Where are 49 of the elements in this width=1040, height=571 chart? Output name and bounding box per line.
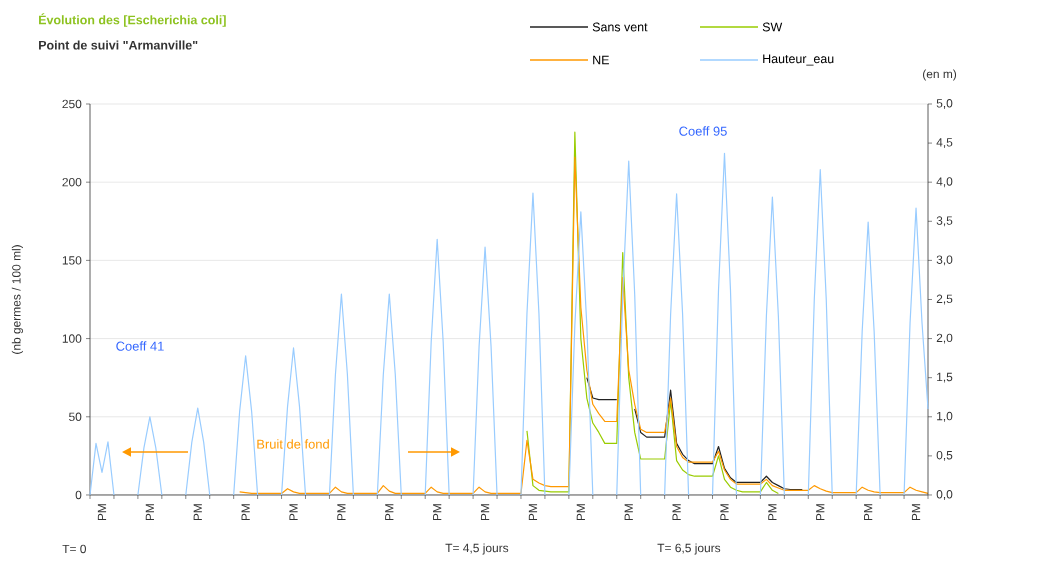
- y2-tick-label: 4,0: [936, 177, 953, 188]
- text: T= 6,5 jours: [657, 543, 721, 555]
- y-tick-label: 200: [62, 177, 82, 187]
- legend-label: SW: [762, 22, 783, 32]
- y2-tick-label: 3,0: [936, 255, 953, 266]
- y2-tick-label: 1,5: [937, 372, 953, 383]
- y-tick-label: 150: [62, 256, 82, 265]
- x-tick-label: PM: [193, 504, 202, 521]
- y2-tick-label: 2,5: [936, 294, 953, 305]
- y2-tick-label: 5,0: [936, 99, 953, 109]
- text: T= 0: [62, 544, 86, 554]
- x-tick-label: PM: [480, 504, 490, 521]
- x-tick-label: PM: [768, 504, 777, 521]
- x-tick-label: PM: [385, 504, 394, 521]
- y2-axis-title: (en m): [923, 69, 957, 81]
- y-tick-label: 250: [62, 99, 82, 109]
- y2-tick-label: 4,5: [936, 138, 953, 148]
- x-tick-label: PM: [97, 504, 107, 521]
- annotation: Coeff 95: [679, 126, 727, 136]
- x-tick-label: PM: [576, 504, 585, 521]
- legend-label: Hauteur_eau: [763, 54, 834, 66]
- legend-label: Sans vent: [592, 22, 648, 32]
- y2-tick-label: 0,5: [936, 450, 953, 461]
- x-tick-label: PM: [672, 504, 681, 521]
- x-tick-label: PM: [911, 504, 921, 521]
- legend-label: NE: [593, 55, 609, 65]
- x-tick-label: PM: [528, 504, 538, 521]
- y-axis-title: (nb germes / 100 ml): [11, 245, 23, 354]
- chart-title: Évolution des [Escherichia coli]: [39, 13, 226, 27]
- x-tick-label: PM: [289, 504, 298, 521]
- y2-tick-label: 3,5: [936, 216, 953, 227]
- annotation: Coeff 41: [116, 341, 164, 351]
- x-tick-label: PM: [720, 504, 729, 521]
- y2-tick-label: 1,0: [937, 411, 953, 422]
- x-tick-label: PM: [241, 504, 250, 521]
- y2-tick-label: 0,0: [936, 490, 953, 500]
- y-tick-label: 0: [75, 490, 82, 500]
- annotation: Bruit de fond: [257, 439, 329, 449]
- text: T= 4,5 jours: [445, 543, 509, 555]
- y-tick-label: 50: [69, 412, 82, 422]
- x-tick-label: PM: [145, 504, 154, 521]
- y-tick-label: 100: [62, 334, 82, 343]
- x-tick-label: PM: [864, 504, 873, 521]
- x-tick-label: PM: [433, 504, 442, 521]
- x-tick-label: PM: [337, 504, 346, 521]
- x-tick-label: PM: [624, 504, 633, 521]
- chart-subtitle: Point de suivi "Armanville": [39, 40, 198, 50]
- y2-tick-label: 2,0: [936, 333, 953, 344]
- x-tick-label: PM: [816, 504, 825, 521]
